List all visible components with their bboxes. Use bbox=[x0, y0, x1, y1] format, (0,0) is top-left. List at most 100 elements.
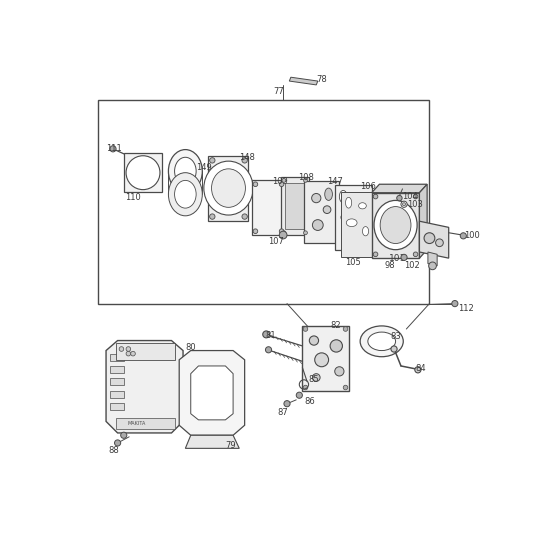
Text: 111: 111 bbox=[106, 144, 122, 153]
Text: 104: 104 bbox=[403, 192, 418, 201]
Circle shape bbox=[436, 239, 444, 246]
Circle shape bbox=[296, 392, 302, 398]
Ellipse shape bbox=[362, 227, 368, 236]
Circle shape bbox=[424, 233, 435, 244]
Ellipse shape bbox=[357, 220, 365, 230]
Circle shape bbox=[323, 206, 331, 213]
Circle shape bbox=[415, 367, 421, 373]
Text: 105: 105 bbox=[346, 258, 361, 267]
Polygon shape bbox=[372, 193, 419, 258]
Text: 82: 82 bbox=[330, 321, 340, 330]
Polygon shape bbox=[341, 192, 378, 258]
Circle shape bbox=[110, 146, 116, 152]
Circle shape bbox=[330, 340, 343, 352]
Ellipse shape bbox=[368, 332, 395, 351]
Circle shape bbox=[253, 229, 258, 234]
Circle shape bbox=[403, 203, 405, 206]
Text: 86: 86 bbox=[304, 396, 315, 406]
Ellipse shape bbox=[325, 188, 333, 200]
Text: 88: 88 bbox=[109, 446, 119, 455]
Polygon shape bbox=[428, 252, 437, 266]
Text: 79: 79 bbox=[225, 441, 236, 450]
Ellipse shape bbox=[341, 213, 353, 222]
Polygon shape bbox=[251, 180, 286, 235]
Circle shape bbox=[282, 179, 286, 183]
Polygon shape bbox=[179, 351, 245, 435]
Text: 109: 109 bbox=[272, 178, 287, 186]
Circle shape bbox=[309, 336, 319, 345]
Circle shape bbox=[428, 262, 436, 270]
Circle shape bbox=[452, 301, 458, 307]
Ellipse shape bbox=[175, 180, 196, 208]
Circle shape bbox=[335, 367, 344, 376]
Bar bbox=[110, 378, 124, 385]
Polygon shape bbox=[372, 184, 427, 193]
Circle shape bbox=[401, 254, 407, 260]
Text: 149: 149 bbox=[196, 164, 212, 172]
Ellipse shape bbox=[212, 169, 245, 207]
Circle shape bbox=[209, 158, 215, 163]
Circle shape bbox=[279, 229, 284, 234]
Circle shape bbox=[282, 231, 286, 235]
Text: 84: 84 bbox=[416, 365, 426, 374]
Ellipse shape bbox=[339, 190, 347, 203]
Circle shape bbox=[119, 347, 124, 351]
Circle shape bbox=[396, 195, 402, 201]
Ellipse shape bbox=[358, 203, 366, 209]
Ellipse shape bbox=[380, 207, 411, 244]
Circle shape bbox=[265, 347, 272, 353]
Text: 87: 87 bbox=[278, 408, 288, 417]
Text: 83: 83 bbox=[390, 332, 401, 341]
Text: 107: 107 bbox=[268, 236, 283, 246]
Circle shape bbox=[126, 347, 130, 351]
Circle shape bbox=[304, 231, 307, 235]
Circle shape bbox=[242, 214, 248, 220]
Circle shape bbox=[413, 252, 418, 256]
Circle shape bbox=[303, 326, 308, 332]
Ellipse shape bbox=[348, 204, 356, 212]
Circle shape bbox=[209, 214, 215, 220]
Circle shape bbox=[373, 252, 378, 256]
Circle shape bbox=[120, 432, 127, 438]
Text: 81: 81 bbox=[265, 330, 276, 339]
Circle shape bbox=[401, 201, 407, 207]
Text: 102: 102 bbox=[404, 261, 420, 270]
Polygon shape bbox=[286, 183, 304, 229]
Ellipse shape bbox=[169, 150, 202, 193]
Ellipse shape bbox=[346, 219, 357, 227]
Text: 78: 78 bbox=[316, 75, 327, 84]
Circle shape bbox=[253, 182, 258, 186]
Circle shape bbox=[263, 331, 270, 338]
Bar bbox=[110, 391, 124, 398]
Text: 112: 112 bbox=[458, 304, 474, 314]
Circle shape bbox=[311, 193, 321, 203]
Text: 148: 148 bbox=[239, 153, 255, 162]
Circle shape bbox=[413, 194, 418, 199]
Circle shape bbox=[343, 326, 348, 332]
Ellipse shape bbox=[360, 326, 403, 357]
Text: 106: 106 bbox=[360, 182, 376, 191]
Circle shape bbox=[114, 440, 120, 446]
Circle shape bbox=[391, 346, 397, 352]
Polygon shape bbox=[124, 153, 162, 192]
Circle shape bbox=[284, 400, 290, 407]
Polygon shape bbox=[208, 156, 249, 221]
Polygon shape bbox=[304, 181, 339, 242]
Ellipse shape bbox=[175, 157, 196, 185]
Polygon shape bbox=[185, 435, 239, 449]
Circle shape bbox=[312, 220, 323, 230]
Ellipse shape bbox=[374, 200, 417, 250]
Text: 147: 147 bbox=[327, 178, 343, 186]
Text: 101: 101 bbox=[389, 254, 407, 263]
Bar bbox=[116, 418, 175, 429]
Text: 103: 103 bbox=[407, 200, 423, 209]
Ellipse shape bbox=[353, 196, 362, 203]
Polygon shape bbox=[335, 185, 372, 250]
Polygon shape bbox=[106, 340, 183, 433]
Text: MAKITA: MAKITA bbox=[128, 421, 146, 426]
Ellipse shape bbox=[126, 156, 160, 190]
Bar bbox=[99, 100, 430, 304]
Ellipse shape bbox=[346, 197, 352, 208]
Bar bbox=[116, 343, 175, 360]
Text: 108: 108 bbox=[298, 174, 314, 183]
